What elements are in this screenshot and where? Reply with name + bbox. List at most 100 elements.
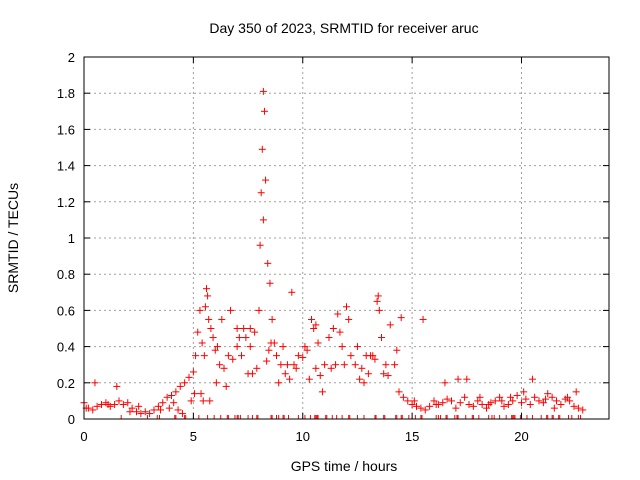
data-point [216, 361, 224, 369]
data-point [509, 397, 517, 405]
data-point [283, 361, 291, 369]
data-point [199, 397, 207, 405]
data-point [373, 297, 381, 305]
data-point [507, 393, 515, 401]
data-point [496, 393, 504, 401]
data-point [288, 288, 296, 296]
data-point [104, 401, 112, 409]
data-point [251, 328, 259, 336]
plot-frame [83, 56, 610, 420]
data-point [318, 388, 326, 396]
data-point [222, 382, 230, 390]
data-point [345, 315, 353, 323]
data-point [205, 315, 213, 323]
data-point [124, 399, 132, 407]
data-point [308, 315, 315, 323]
data-point [391, 361, 399, 369]
data-point [312, 364, 320, 372]
data-point [380, 370, 388, 378]
data-point [548, 393, 556, 401]
data-point [176, 382, 184, 390]
y-tick-label: 1.8 [57, 86, 75, 101]
data-point [91, 379, 99, 387]
data-point [253, 364, 261, 372]
data-point [264, 259, 272, 267]
data-point [111, 401, 119, 409]
data-point [279, 343, 287, 351]
data-point [187, 397, 195, 405]
data-point [542, 395, 550, 403]
data-point [478, 401, 486, 409]
data-point [504, 401, 512, 409]
data-point [218, 315, 226, 323]
data-point [265, 346, 273, 354]
data-point [213, 343, 221, 351]
data-point [197, 390, 205, 398]
data-point [469, 402, 477, 410]
data-point [378, 334, 385, 342]
data-point [240, 325, 248, 332]
data-point [417, 404, 425, 412]
chart-title: Day 350 of 2023, SRMTID for receiver aru… [209, 20, 478, 36]
data-point [441, 379, 449, 387]
data-point [382, 361, 390, 369]
y-tick-label: 1.4 [57, 159, 75, 174]
data-point [397, 314, 405, 322]
data-point [235, 334, 243, 342]
data-point [220, 364, 228, 372]
data-point [312, 321, 320, 329]
data-point [301, 343, 309, 351]
data-point [294, 352, 302, 360]
data-point [181, 379, 189, 387]
x-axis-label: GPS time / hours [291, 458, 398, 474]
data-point [133, 408, 140, 416]
data-point [266, 279, 274, 287]
data-point [491, 397, 499, 405]
data-point [410, 397, 418, 405]
data-point [259, 216, 267, 224]
data-point [343, 303, 350, 311]
data-point [189, 368, 197, 376]
data-point [259, 87, 267, 95]
data-point [513, 391, 521, 399]
data-point [256, 241, 264, 249]
data-point [224, 352, 232, 360]
data-point [336, 328, 344, 336]
data-point [192, 352, 200, 360]
data-point [463, 375, 471, 383]
data-point [408, 401, 416, 409]
data-point [299, 353, 307, 361]
data-point [267, 339, 275, 347]
data-point [185, 373, 193, 381]
data-point [303, 346, 311, 354]
data-point [395, 388, 403, 396]
y-tick-label: 0.2 [57, 376, 75, 391]
data-point [476, 393, 484, 401]
data-point [159, 399, 167, 407]
data-point [316, 372, 324, 380]
data-point [286, 375, 294, 383]
data-point [242, 334, 250, 342]
data-point [535, 397, 543, 405]
data-point [332, 361, 340, 369]
data-point [399, 393, 407, 401]
data-point [170, 399, 178, 407]
data-point [126, 408, 134, 416]
data-point [200, 352, 208, 360]
data-point [452, 404, 460, 412]
data-point [150, 406, 158, 414]
data-point [93, 402, 101, 410]
data-point [89, 406, 97, 414]
data-point [246, 343, 254, 351]
data-point [262, 176, 270, 184]
data-point [321, 361, 329, 369]
data-point [98, 401, 105, 409]
x-tick-label: 10 [296, 429, 310, 444]
x-tick-label: 20 [514, 429, 528, 444]
data-point [165, 404, 173, 412]
data-point [454, 375, 462, 383]
data-point [351, 361, 359, 369]
data-point [168, 391, 175, 399]
